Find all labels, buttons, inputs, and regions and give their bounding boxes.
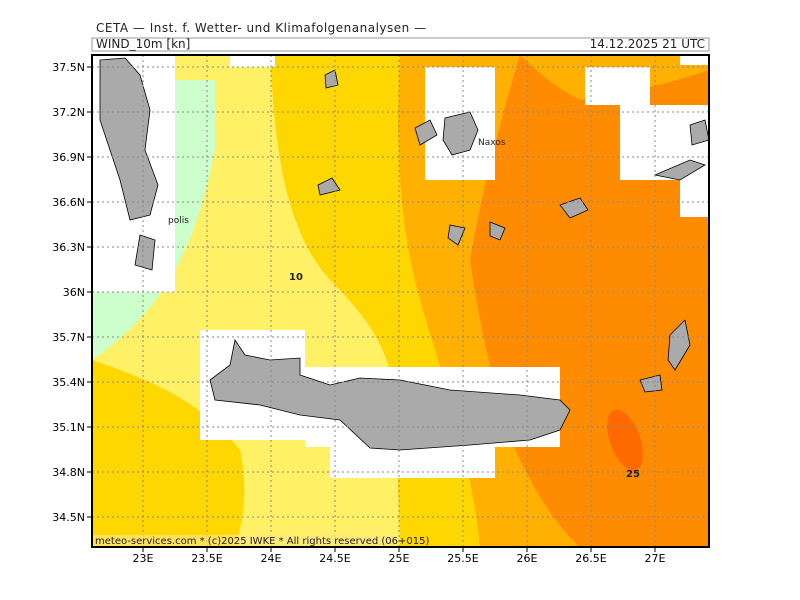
field-gold-sw xyxy=(92,360,245,547)
lat-tick-label: 35.1N xyxy=(52,421,85,434)
lon-tick-label: 27E xyxy=(645,552,666,565)
lon-tick-label: 24E xyxy=(261,552,282,565)
lon-tick-label: 25E xyxy=(389,552,410,565)
footer-bg xyxy=(93,535,393,546)
contour-label: 10 xyxy=(289,272,303,283)
lon-tick-label: 23.5E xyxy=(191,552,222,565)
lat-tick-label: 34.5N xyxy=(52,511,85,524)
lat-tick-label: 36N xyxy=(63,286,85,299)
footer: meteo-services.com * (c)2025 IWKE * All … xyxy=(95,536,429,547)
lat-tick-label: 36.6N xyxy=(52,196,85,209)
lat-tick-label: 37.5N xyxy=(52,61,85,74)
lat-tick-label: 36.3N xyxy=(52,241,85,254)
lat-tick-label: 34.8N xyxy=(52,466,85,479)
lon-tick-label: 24.5E xyxy=(319,552,350,565)
place-label: Naxos xyxy=(478,138,506,148)
lat-tick-label: 36.9N xyxy=(52,151,85,164)
lon-tick-label: 26E xyxy=(517,552,538,565)
map-area: 10 25 Naxos polis xyxy=(92,55,709,547)
header-title: CETA — Inst. f. Wetter- und Klimafolgena… xyxy=(96,21,427,35)
map-frame xyxy=(91,54,710,548)
lat-tick-label: 35.7N xyxy=(52,331,85,344)
header-bar xyxy=(91,37,710,52)
contour-label: 25 xyxy=(626,469,640,480)
lat-tick-label: 37.2N xyxy=(52,106,85,119)
field-max xyxy=(607,409,643,471)
product: WIND_10m [kn] xyxy=(96,37,190,51)
valid-time: 14.12.2025 21 UTC xyxy=(590,37,705,51)
lon-tick-label: 25.5E xyxy=(447,552,478,565)
graticule xyxy=(92,55,709,547)
lon-tick-label: 23E xyxy=(133,552,154,565)
lat-tick-label: 35.4N xyxy=(52,376,85,389)
axis-ticks: 23E 23.5E 24E 24.5E 25E 25.5E 26E 26.5E 27E 37.5N… xyxy=(52,61,665,565)
land xyxy=(99,57,709,451)
place-label: polis xyxy=(168,216,189,226)
lon-tick-label: 26.5E xyxy=(575,552,606,565)
